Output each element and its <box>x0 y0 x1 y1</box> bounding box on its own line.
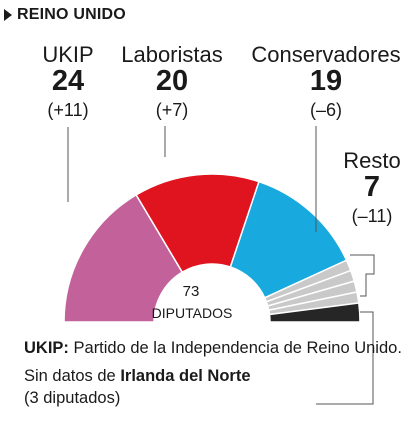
slice-ukip <box>63 193 184 323</box>
chart-title: REINO UNIDO <box>17 6 126 23</box>
footnote-ukip: UKIP: Partido de la Independencia de Rei… <box>24 338 402 360</box>
party-change: (+11) <box>47 100 89 120</box>
party-label-laboristas: Laboristas 20 (+7) <box>107 42 237 120</box>
footnote-ukip-abbr: UKIP: <box>24 339 69 357</box>
footnote: UKIP: Partido de la Independencia de Rei… <box>24 338 402 409</box>
hemicycle-slices <box>63 173 361 323</box>
footnote-nodata: Sin datos de Irlanda del Norte <box>24 366 402 388</box>
total-seats: 73 <box>182 283 200 300</box>
leader-lines <box>67 126 375 405</box>
party-change: (–11) <box>351 206 393 226</box>
chart-header: REINO UNIDO <box>4 6 126 24</box>
slice-irlanda-del-norte <box>268 302 361 323</box>
party-seats: 20 <box>155 65 189 97</box>
party-name: Conservadores <box>251 42 401 67</box>
footnote-nodata-prefix: Sin datos de <box>24 366 121 385</box>
party-seats: 24 <box>51 65 85 97</box>
party-name: Laboristas <box>121 42 223 67</box>
slice-laboristas <box>135 173 260 274</box>
party-seats: 19 <box>309 65 343 97</box>
party-label-resto: Resto 7 (–11) <box>332 148 412 226</box>
total-seats-unit: DIPUTADOS <box>151 305 233 321</box>
party-seats: 7 <box>363 171 381 203</box>
party-change: (–6) <box>309 100 342 120</box>
footnote-nodata-count: (3 diputados) <box>24 388 121 407</box>
bullet-triangle-icon <box>4 9 12 21</box>
footnote-ukip-text: Partido de la Independencia de Reino Uni… <box>68 339 402 357</box>
party-label-conservadores: Conservadores 19 (–6) <box>240 42 412 120</box>
party-label-ukip: UKIP 24 (+11) <box>27 42 109 120</box>
party-change: (+7) <box>155 100 189 120</box>
party-name: UKIP <box>42 42 94 67</box>
bracket-irlanda <box>316 311 374 405</box>
party-name: Resto <box>343 148 401 173</box>
footnote-nodata-region: Irlanda del Norte <box>120 366 251 385</box>
bracket-resto <box>350 254 375 297</box>
